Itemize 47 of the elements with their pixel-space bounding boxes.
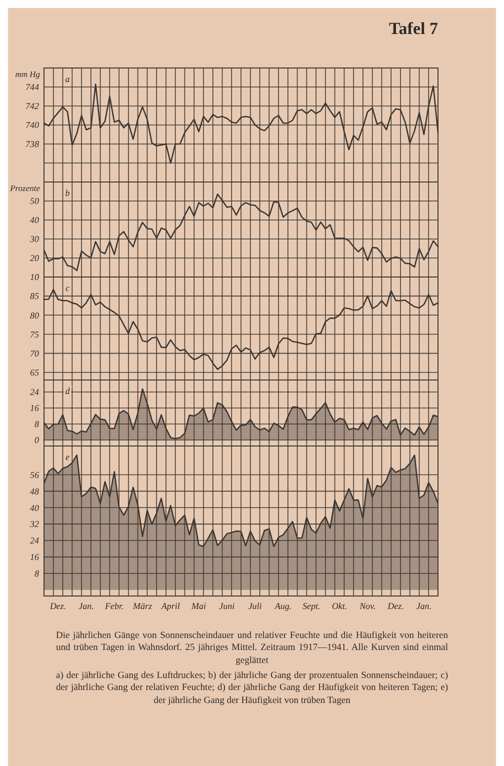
- y-axis-title: Prozente: [9, 183, 40, 193]
- y-tick-label: 740: [26, 120, 40, 130]
- y-tick-label: 85: [30, 291, 40, 302]
- x-tick-label: Sept.: [302, 601, 320, 611]
- x-tick-label: Mai: [190, 601, 207, 611]
- y-tick-label: 24: [30, 536, 40, 546]
- x-tick-label: Jan.: [78, 601, 94, 611]
- x-tick-label: Dez.: [386, 601, 404, 611]
- y-tick-label: 16: [30, 552, 40, 562]
- x-tick-label: Nov.: [358, 601, 376, 611]
- y-tick-label: 742: [26, 101, 40, 112]
- x-tick-label: Aug.: [274, 601, 292, 611]
- y-tick-label: 32: [29, 519, 40, 530]
- annotation: e: [65, 452, 70, 462]
- annotation: a: [65, 74, 70, 84]
- annotation: c: [65, 283, 70, 293]
- y-axis-title: mm Hg: [15, 69, 40, 79]
- y-tick-label: 738: [26, 139, 40, 150]
- y-tick-label: 40: [30, 215, 40, 226]
- y-tick-label: 48: [30, 486, 40, 496]
- y-tick-label: 24: [30, 387, 40, 398]
- y-tick-label: 744: [26, 82, 40, 92]
- y-tick-label: 10: [30, 272, 40, 282]
- chart-title: Tafel 7: [389, 19, 438, 38]
- y-tick-label: 16: [30, 403, 40, 414]
- y-tick-label: 0: [34, 435, 40, 446]
- y-tick-label: 8: [34, 419, 40, 430]
- y-tick-label: 8: [34, 568, 40, 579]
- y-tick-label: 70: [30, 348, 40, 358]
- x-tick-label: Juli: [248, 601, 262, 611]
- y-tick-label: 56: [30, 470, 40, 480]
- text: a) der jährliche Gang des Luftdruckes; b) der jährliche Gang der prozentualen Sonnenscheindauer; c) der jährliche Gang der relativen Feuchte; d) der jährliche Gang der Häufigkeit von heiteren Tagen; e) der jährliche Gang der Häufigkeit von trüben Tagen: [56, 670, 448, 708]
- x-tick-label: Jan.: [416, 601, 432, 611]
- x-tick-label: Juni: [219, 601, 236, 611]
- annotation: b: [65, 188, 70, 198]
- y-tick-label: 80: [30, 310, 40, 320]
- y-tick-label: 65: [30, 368, 40, 378]
- x-tick-label: Okt.: [332, 601, 348, 611]
- x-tick-label: März: [132, 601, 152, 611]
- x-tick-label: Febr.: [104, 601, 124, 611]
- y-tick-label: 20: [30, 253, 40, 264]
- y-tick-label: 30: [29, 234, 40, 244]
- x-tick-label: April: [160, 601, 180, 611]
- x-tick-label: Dez.: [48, 601, 66, 611]
- y-tick-label: 75: [30, 329, 40, 340]
- y-tick-label: 50: [30, 196, 40, 206]
- y-tick-label: 40: [30, 502, 40, 513]
